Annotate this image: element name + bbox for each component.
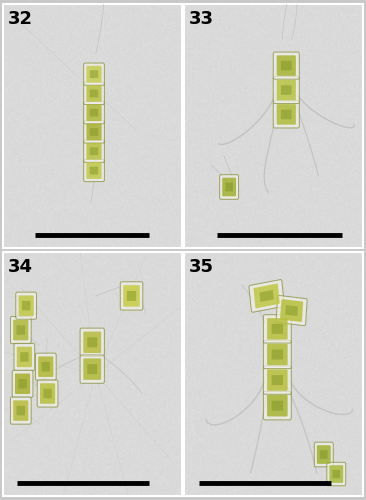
FancyBboxPatch shape xyxy=(272,350,283,360)
FancyBboxPatch shape xyxy=(80,328,104,356)
FancyBboxPatch shape xyxy=(15,374,30,394)
FancyBboxPatch shape xyxy=(267,344,288,365)
FancyBboxPatch shape xyxy=(272,400,283,410)
FancyBboxPatch shape xyxy=(36,353,56,380)
FancyBboxPatch shape xyxy=(84,63,104,86)
FancyBboxPatch shape xyxy=(273,76,299,104)
FancyBboxPatch shape xyxy=(90,90,98,98)
FancyBboxPatch shape xyxy=(10,316,31,344)
FancyBboxPatch shape xyxy=(20,352,29,362)
Text: 34: 34 xyxy=(7,258,33,276)
FancyBboxPatch shape xyxy=(86,104,102,121)
FancyBboxPatch shape xyxy=(264,366,291,394)
FancyBboxPatch shape xyxy=(18,379,27,388)
FancyBboxPatch shape xyxy=(222,178,236,197)
FancyBboxPatch shape xyxy=(37,380,58,407)
FancyBboxPatch shape xyxy=(14,344,35,370)
FancyBboxPatch shape xyxy=(86,85,102,102)
FancyBboxPatch shape xyxy=(16,292,37,319)
FancyBboxPatch shape xyxy=(225,182,233,192)
FancyBboxPatch shape xyxy=(327,462,346,486)
FancyBboxPatch shape xyxy=(13,400,29,421)
Text: 35: 35 xyxy=(189,258,214,276)
FancyBboxPatch shape xyxy=(273,101,299,128)
FancyBboxPatch shape xyxy=(272,324,283,334)
FancyBboxPatch shape xyxy=(87,364,97,374)
FancyBboxPatch shape xyxy=(120,282,143,310)
FancyBboxPatch shape xyxy=(10,397,31,424)
FancyBboxPatch shape xyxy=(277,80,296,100)
FancyBboxPatch shape xyxy=(264,314,291,343)
Text: 32: 32 xyxy=(7,10,33,28)
FancyBboxPatch shape xyxy=(86,66,102,82)
FancyBboxPatch shape xyxy=(277,104,296,124)
FancyBboxPatch shape xyxy=(90,70,98,78)
FancyBboxPatch shape xyxy=(90,166,98,174)
FancyBboxPatch shape xyxy=(254,284,280,308)
FancyBboxPatch shape xyxy=(285,305,298,316)
FancyBboxPatch shape xyxy=(277,56,296,76)
FancyBboxPatch shape xyxy=(249,280,284,312)
FancyBboxPatch shape xyxy=(220,174,239,200)
FancyBboxPatch shape xyxy=(43,388,52,398)
FancyBboxPatch shape xyxy=(84,121,104,143)
Text: 33: 33 xyxy=(189,10,214,28)
FancyBboxPatch shape xyxy=(87,338,97,347)
FancyBboxPatch shape xyxy=(40,384,55,404)
FancyBboxPatch shape xyxy=(127,291,136,301)
FancyBboxPatch shape xyxy=(84,160,104,182)
FancyBboxPatch shape xyxy=(281,61,292,70)
FancyBboxPatch shape xyxy=(314,442,333,467)
FancyBboxPatch shape xyxy=(16,406,25,415)
FancyBboxPatch shape xyxy=(19,296,34,316)
FancyBboxPatch shape xyxy=(267,395,288,416)
FancyBboxPatch shape xyxy=(320,450,328,459)
FancyBboxPatch shape xyxy=(86,162,102,179)
FancyBboxPatch shape xyxy=(13,320,29,340)
FancyBboxPatch shape xyxy=(280,299,303,322)
FancyBboxPatch shape xyxy=(281,85,292,95)
FancyBboxPatch shape xyxy=(86,143,102,160)
FancyBboxPatch shape xyxy=(90,128,98,136)
FancyBboxPatch shape xyxy=(83,358,101,380)
FancyBboxPatch shape xyxy=(90,148,98,155)
FancyBboxPatch shape xyxy=(267,370,288,391)
FancyBboxPatch shape xyxy=(38,356,53,377)
FancyBboxPatch shape xyxy=(264,392,291,420)
FancyBboxPatch shape xyxy=(80,355,104,384)
FancyBboxPatch shape xyxy=(264,340,291,368)
FancyBboxPatch shape xyxy=(42,362,50,372)
FancyBboxPatch shape xyxy=(317,445,331,464)
FancyBboxPatch shape xyxy=(83,332,101,353)
FancyBboxPatch shape xyxy=(273,52,299,79)
FancyBboxPatch shape xyxy=(281,110,292,119)
FancyBboxPatch shape xyxy=(272,375,283,385)
FancyBboxPatch shape xyxy=(276,296,307,326)
FancyBboxPatch shape xyxy=(123,285,140,306)
FancyBboxPatch shape xyxy=(84,82,104,104)
FancyBboxPatch shape xyxy=(22,301,30,310)
FancyBboxPatch shape xyxy=(259,290,274,302)
FancyBboxPatch shape xyxy=(16,326,25,335)
FancyBboxPatch shape xyxy=(84,102,104,124)
FancyBboxPatch shape xyxy=(84,140,104,162)
FancyBboxPatch shape xyxy=(329,465,343,483)
FancyBboxPatch shape xyxy=(17,346,32,367)
FancyBboxPatch shape xyxy=(90,109,98,116)
FancyBboxPatch shape xyxy=(12,370,33,398)
FancyBboxPatch shape xyxy=(267,318,288,340)
FancyBboxPatch shape xyxy=(332,470,340,478)
FancyBboxPatch shape xyxy=(86,124,102,140)
